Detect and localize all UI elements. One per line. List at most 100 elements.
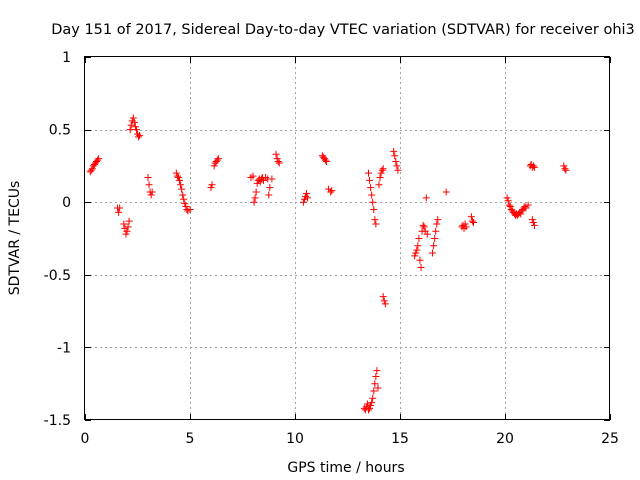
data-point [371,216,379,224]
data-point [299,198,307,206]
data-point [393,162,401,170]
data-point [327,188,335,196]
data-point [371,380,379,388]
data-point [377,169,385,177]
y-tick-label: -0.5 [44,268,71,284]
data-point [172,169,180,177]
data-point [186,205,194,213]
data-point [470,219,477,227]
data-point [129,114,137,122]
data-point [328,187,336,195]
data-point [369,198,377,206]
data-point [266,184,274,192]
data-point [253,179,261,187]
plot-frame [84,56,610,420]
data-point [394,166,402,174]
data-point [323,158,330,166]
data-point [374,384,382,392]
data-point [213,156,221,164]
data-point [505,201,513,209]
data-point [412,249,420,257]
data-point [115,208,123,216]
data-point [530,163,538,171]
data-point [368,191,376,199]
data-point [366,404,374,412]
data-point [214,155,222,163]
data-point [300,195,308,203]
data-point [367,184,375,192]
data-point [529,219,537,227]
y-tick-label: 0 [62,195,71,211]
data-point [461,220,469,228]
data-point [251,194,259,202]
x-tick-label: 10 [286,431,304,447]
data-point [415,235,423,242]
data-point [145,181,153,189]
data-point [468,217,476,225]
data-point [530,221,538,229]
chart-title: Day 151 of 2017, Sidereal Day-to-day VTE… [51,22,635,38]
y-tick-label: -1 [57,340,71,356]
data-point [431,235,439,242]
data-point [147,191,155,199]
data-point [122,230,130,238]
data-point [373,367,381,375]
x-tick-label: 5 [186,431,195,447]
data-point [87,166,95,174]
data-point [419,221,427,229]
y-tick-label: -1.5 [44,413,71,429]
data-point [178,185,186,193]
axis-ticks: 0 5 10 15 20 25 1 0.5 0 -0.5 -1 -1.5 [44,50,619,447]
data-point [378,166,386,174]
data-point [423,230,431,238]
data-point [126,126,134,134]
data-point [375,181,383,189]
data-point [462,223,470,231]
y-tick-label: 1 [62,50,71,66]
data-point [430,242,438,250]
data-point [422,194,430,202]
data-point [144,174,152,182]
data-point [124,223,132,231]
data-point [381,300,389,308]
data-point [252,188,260,196]
data-point [524,201,532,209]
data-point [268,175,276,183]
data-point [392,158,400,166]
data-point [561,165,569,173]
data-point [250,198,258,206]
data-point [95,155,103,163]
data-point [265,191,273,199]
data-point [304,194,312,202]
data-point [179,191,187,199]
data-point [376,174,384,182]
data-point [125,217,133,225]
data-point [365,169,372,177]
data-point [429,249,437,257]
data-point [210,162,218,170]
data-point [416,256,424,264]
data-point [130,118,138,126]
data-point [504,197,512,205]
data-point [372,220,380,228]
x-tick-label: 20 [496,431,514,447]
data-point [274,158,282,166]
data-point [369,394,377,402]
data-point [390,147,398,155]
data-point [420,223,428,231]
data-point [176,176,183,184]
data-points [86,114,570,414]
data-point [528,216,536,224]
data-point [208,181,216,189]
data-point [127,121,135,129]
data-point [442,188,450,196]
data-point [379,293,387,301]
data-point [414,242,422,250]
data-point [562,166,570,174]
data-point [173,172,181,180]
data-point [131,123,139,131]
data-point [411,252,419,260]
data-point [116,204,124,212]
data-point [370,387,378,395]
